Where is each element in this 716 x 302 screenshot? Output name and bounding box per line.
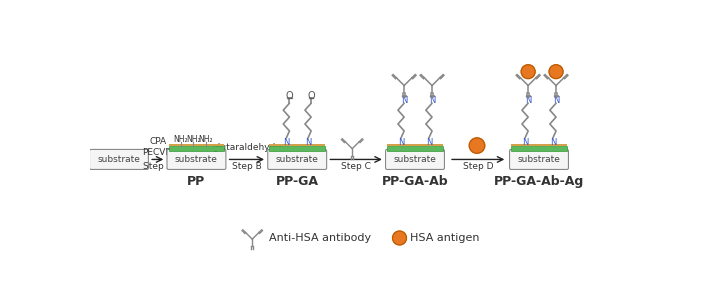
Circle shape (469, 138, 485, 153)
Text: N: N (550, 138, 556, 147)
Text: substrate: substrate (394, 155, 437, 164)
Bar (387, 144, 443, 146)
Circle shape (392, 231, 407, 245)
Text: CPA
PECVD: CPA PECVD (142, 137, 173, 157)
Text: Step D: Step D (463, 162, 493, 171)
Text: NH₂: NH₂ (174, 135, 188, 144)
Text: N: N (429, 96, 435, 105)
Text: O: O (307, 91, 315, 101)
Bar (168, 144, 224, 146)
Text: N: N (305, 138, 311, 147)
Circle shape (521, 65, 535, 79)
Text: N: N (401, 96, 407, 105)
Text: O: O (286, 91, 294, 101)
Text: N: N (398, 138, 405, 147)
FancyBboxPatch shape (90, 149, 148, 169)
FancyBboxPatch shape (268, 149, 326, 169)
Text: PP-GA-Ab: PP-GA-Ab (382, 175, 448, 188)
Text: N: N (426, 138, 432, 147)
Bar (511, 146, 567, 151)
Text: NH₂: NH₂ (198, 135, 213, 144)
Text: Step A: Step A (142, 162, 173, 171)
FancyBboxPatch shape (510, 149, 569, 169)
Text: substrate: substrate (518, 155, 561, 164)
Text: N: N (553, 96, 559, 105)
FancyBboxPatch shape (385, 149, 445, 169)
Text: substrate: substrate (97, 155, 140, 164)
Bar (387, 146, 443, 151)
Text: N: N (522, 138, 528, 147)
Text: N: N (525, 96, 531, 105)
Circle shape (549, 65, 563, 79)
Text: substrate: substrate (175, 155, 218, 164)
FancyBboxPatch shape (167, 149, 226, 169)
Bar (168, 146, 224, 151)
Text: HSA antigen: HSA antigen (410, 233, 480, 243)
Text: Step B: Step B (232, 162, 262, 171)
Bar (269, 144, 325, 146)
Bar (511, 144, 567, 146)
Text: PP: PP (188, 175, 205, 188)
Text: substrate: substrate (276, 155, 319, 164)
Text: Anti-HSA antibody: Anti-HSA antibody (269, 233, 372, 243)
Text: glutaraldehyde: glutaraldehyde (213, 143, 281, 152)
Text: PP-GA-Ab-Ag: PP-GA-Ab-Ag (494, 175, 584, 188)
Text: Step C: Step C (341, 162, 371, 171)
Bar (269, 146, 325, 151)
Text: N: N (283, 138, 289, 147)
Text: PP-GA: PP-GA (276, 175, 319, 188)
Text: NH₂: NH₂ (186, 135, 200, 144)
